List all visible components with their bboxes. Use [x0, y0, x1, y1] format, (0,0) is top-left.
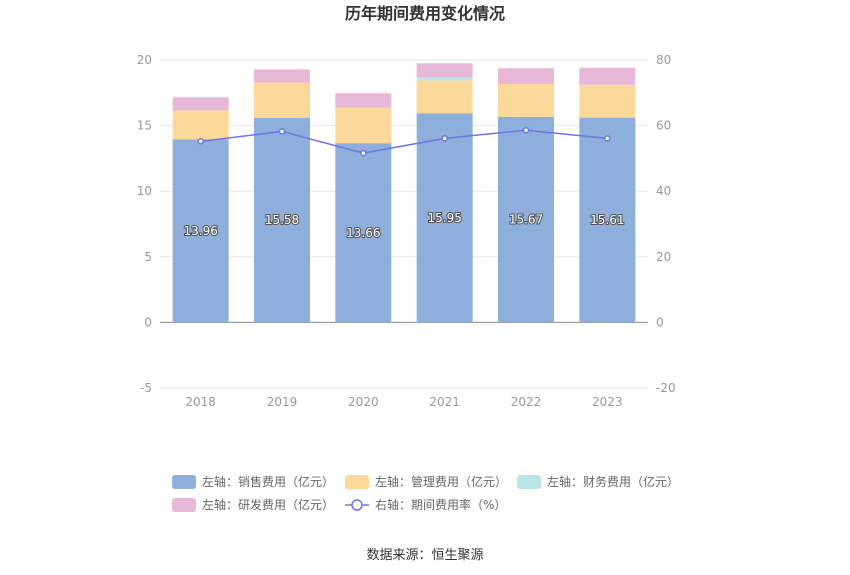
bar-segment-0[interactable] [172, 139, 229, 323]
bar-value-label: 15.61 [590, 213, 624, 227]
left-tick-label: 20 [137, 53, 152, 67]
x-tick-label: 2018 [185, 395, 216, 409]
bars [172, 63, 636, 323]
bar-segment-3[interactable] [335, 93, 392, 108]
legend[interactable]: 左轴：销售费用（亿元） 左轴：管理费用（亿元） 左轴：财务费用（亿元） 左轴：研发费用… [172, 474, 679, 512]
rate-point[interactable] [522, 126, 530, 134]
bar-segment-0[interactable] [335, 143, 392, 323]
bar-segment-3[interactable] [416, 63, 473, 78]
bar-segment-0[interactable] [416, 113, 473, 323]
left-tick-label: -5 [140, 381, 152, 395]
rate-point[interactable] [441, 135, 448, 142]
legend-swatch [172, 475, 196, 489]
right-tick-label: -20 [656, 381, 676, 395]
rate-point[interactable] [197, 138, 204, 145]
bar-segment-3[interactable] [579, 67, 636, 85]
legend-label: 右轴：期间费用率（%） [375, 497, 506, 512]
x-tick-label: 2022 [511, 395, 542, 409]
legend-label: 左轴：销售费用（亿元） [202, 474, 334, 489]
grid-lines [160, 59, 648, 389]
x-tick-label: 2023 [592, 395, 623, 409]
bar-value-label: 15.95 [427, 211, 461, 225]
legend-item[interactable]: 左轴：财务费用（亿元） [517, 474, 679, 489]
left-tick-label: 10 [137, 184, 152, 198]
rate-point[interactable] [278, 128, 286, 135]
left-axis-ticks: -5 0 5 10 15 20 [137, 53, 152, 395]
rate-line-path [200, 129, 608, 154]
legend-label: 左轴：研发费用（亿元） [202, 497, 334, 512]
legend-item[interactable]: 右轴：期间费用率（%） [345, 497, 506, 512]
bar-segment-1[interactable] [335, 107, 392, 144]
bar-segment-1[interactable] [498, 84, 554, 117]
chart-title: 历年期间费用变化情况 [345, 4, 505, 23]
right-axis-ticks: -20 0 20 40 60 80 [656, 53, 676, 395]
rate-point[interactable] [604, 135, 611, 142]
rate-point[interactable] [360, 149, 367, 157]
bar-value-label: 13.96 [183, 224, 217, 238]
bar-segment-1[interactable] [579, 84, 636, 118]
left-tick-label: 0 [144, 315, 152, 329]
bar-segment-1[interactable] [416, 80, 473, 114]
right-tick-label: 20 [656, 250, 671, 264]
rate-line [197, 126, 611, 157]
legend-swatch [517, 475, 541, 489]
bar-value-label: 15.58 [265, 213, 299, 227]
bar-segment-2[interactable] [416, 77, 473, 81]
bar-segment-3[interactable] [498, 68, 554, 85]
legend-label: 左轴：管理费用（亿元） [375, 474, 507, 489]
right-tick-label: 0 [656, 315, 664, 329]
bar-value-label: 13.66 [346, 226, 380, 240]
x-axis-ticks: 2018 2019 2020 2021 2022 2023 [185, 395, 622, 409]
x-tick-label: 2021 [429, 395, 460, 409]
left-tick-label: 5 [144, 250, 152, 264]
x-tick-label: 2019 [267, 395, 298, 409]
legend-item[interactable]: 左轴：管理费用（亿元） [345, 474, 507, 489]
bar-segment-1[interactable] [172, 110, 229, 140]
legend-item[interactable]: 左轴：销售费用（亿元） [172, 474, 334, 489]
bar-segment-3[interactable] [172, 97, 229, 111]
bar-labels: 13.96 15.58 13.66 15.95 15.67 15.61 [182, 210, 625, 241]
legend-label: 左轴：财务费用（亿元） [547, 474, 679, 489]
bar-segment-0[interactable] [498, 116, 554, 323]
legend-marker [351, 499, 363, 511]
bar-value-label: 15.67 [509, 213, 543, 227]
left-tick-label: 15 [137, 119, 152, 133]
bar-segment-1[interactable] [254, 82, 310, 118]
right-tick-label: 80 [656, 53, 671, 67]
legend-swatch [172, 498, 196, 512]
bar-segment-3[interactable] [254, 69, 310, 83]
legend-swatch [345, 475, 369, 489]
bar-segment-0[interactable] [254, 117, 310, 323]
right-tick-label: 60 [656, 119, 671, 133]
bar-segment-0[interactable] [579, 117, 636, 323]
source-note: 数据来源：恒生聚源 [366, 548, 483, 563]
right-tick-label: 40 [656, 184, 671, 198]
legend-item[interactable]: 左轴：研发费用（亿元） [172, 497, 334, 512]
x-tick-label: 2020 [348, 395, 379, 409]
